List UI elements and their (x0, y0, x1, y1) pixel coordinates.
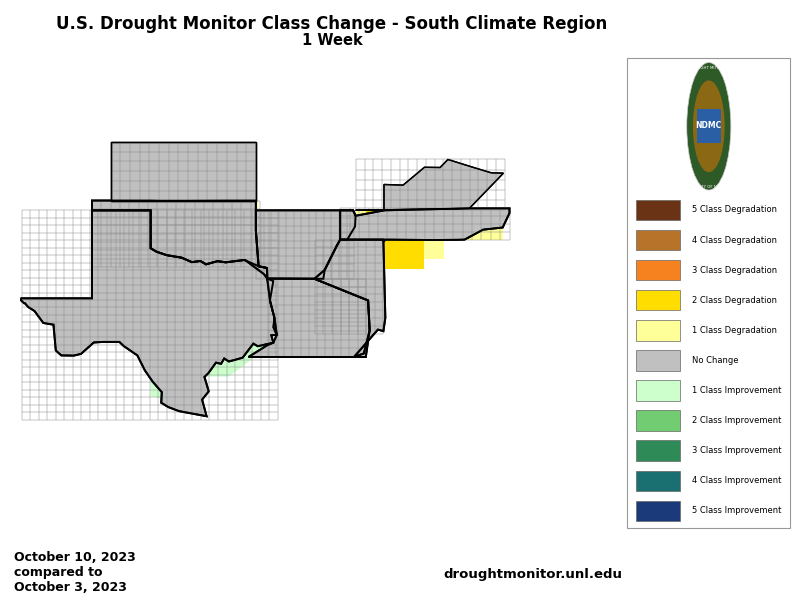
Text: No Change: No Change (692, 356, 738, 365)
Polygon shape (92, 210, 131, 249)
Text: 3 Class Improvement: 3 Class Improvement (692, 446, 782, 455)
Text: 4 Class Degradation: 4 Class Degradation (692, 236, 777, 245)
Polygon shape (111, 161, 210, 200)
Polygon shape (258, 240, 298, 279)
Polygon shape (21, 210, 277, 416)
Polygon shape (161, 249, 199, 279)
Text: 4 Class Improvement: 4 Class Improvement (692, 476, 782, 486)
Text: U.S. Drought Monitor Class Change - South Climate Region: U.S. Drought Monitor Class Change - Sout… (56, 15, 608, 33)
Polygon shape (150, 367, 210, 406)
Polygon shape (356, 160, 503, 210)
Polygon shape (62, 288, 102, 328)
Polygon shape (161, 240, 249, 259)
Bar (636, 290, 680, 310)
Bar (697, 109, 721, 144)
Text: 5 Class Degradation: 5 Class Degradation (692, 206, 777, 215)
Text: 3 Class Degradation: 3 Class Degradation (692, 266, 777, 274)
Bar (636, 200, 680, 220)
Polygon shape (366, 210, 463, 220)
Polygon shape (386, 240, 425, 269)
Bar (636, 471, 680, 491)
Polygon shape (386, 220, 444, 259)
Text: compared to: compared to (14, 566, 103, 579)
Polygon shape (268, 279, 307, 308)
Polygon shape (256, 210, 356, 279)
Polygon shape (92, 200, 267, 279)
Polygon shape (314, 240, 386, 357)
Text: 2 Class Degradation: 2 Class Degradation (692, 296, 777, 305)
Polygon shape (210, 308, 249, 337)
Polygon shape (337, 249, 366, 269)
Text: UNIVERSITY OF NEBRASKA: UNIVERSITY OF NEBRASKA (683, 185, 734, 189)
Text: 1 Class Improvement: 1 Class Improvement (692, 386, 782, 395)
Circle shape (686, 63, 731, 190)
Polygon shape (219, 200, 258, 220)
Polygon shape (150, 200, 199, 230)
Polygon shape (199, 328, 238, 347)
Text: NDMC: NDMC (696, 121, 722, 130)
Bar (636, 350, 680, 371)
Text: 1 Class Degradation: 1 Class Degradation (692, 326, 777, 335)
Text: 2 Class Improvement: 2 Class Improvement (692, 416, 782, 425)
Polygon shape (110, 142, 256, 200)
Text: October 3, 2023: October 3, 2023 (14, 581, 127, 594)
Bar (636, 260, 680, 280)
Text: 1 Week: 1 Week (302, 33, 362, 48)
Polygon shape (249, 279, 370, 357)
Polygon shape (92, 210, 131, 249)
Circle shape (693, 80, 725, 172)
Polygon shape (150, 298, 268, 377)
Bar (636, 501, 680, 521)
Polygon shape (199, 279, 268, 328)
Polygon shape (161, 210, 199, 230)
Bar (636, 380, 680, 401)
Polygon shape (161, 308, 180, 328)
Polygon shape (287, 220, 317, 259)
Polygon shape (444, 210, 502, 240)
Text: droughtmonitor.unl.edu: droughtmonitor.unl.edu (443, 568, 622, 581)
Text: NATIONAL DROUGHT MITIGATION CENTER: NATIONAL DROUGHT MITIGATION CENTER (668, 66, 750, 70)
Bar (636, 410, 680, 431)
FancyBboxPatch shape (627, 57, 790, 529)
Polygon shape (356, 210, 386, 230)
Polygon shape (340, 208, 510, 242)
Bar (636, 320, 680, 341)
Text: October 10, 2023: October 10, 2023 (14, 551, 136, 565)
Text: 5 Class Improvement: 5 Class Improvement (692, 507, 782, 515)
Polygon shape (180, 263, 199, 279)
Bar (636, 230, 680, 251)
Bar (636, 441, 680, 461)
Polygon shape (356, 259, 375, 298)
